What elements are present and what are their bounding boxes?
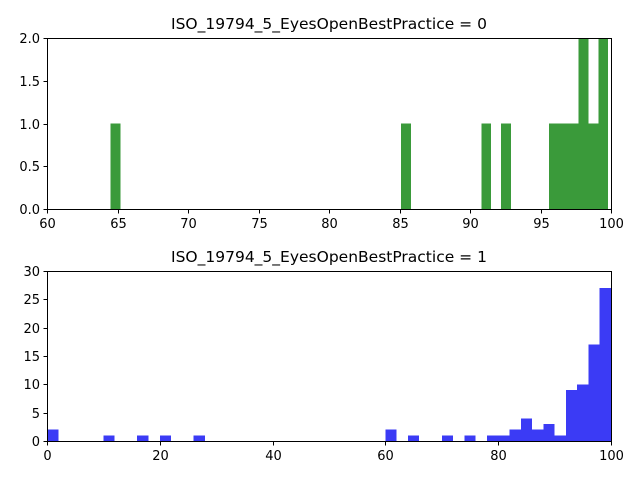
histogram-bar bbox=[599, 288, 611, 441]
x-tick-label: 85 bbox=[392, 217, 409, 232]
y-tick-label: 1.5 bbox=[19, 75, 40, 90]
histogram-bar bbox=[464, 435, 476, 441]
y-tick-label: 20 bbox=[23, 322, 40, 337]
histogram-bar bbox=[565, 390, 578, 441]
y-tick-label: 5 bbox=[32, 407, 40, 422]
histogram-bar bbox=[554, 435, 566, 441]
histogram-bar bbox=[578, 38, 589, 209]
histogram-bar bbox=[598, 38, 609, 209]
y-tick-label: 0.0 bbox=[19, 203, 40, 218]
histogram-bar bbox=[193, 435, 205, 441]
histogram-bar bbox=[568, 123, 579, 209]
histogram-bar bbox=[47, 429, 59, 441]
x-tick-label: 60 bbox=[377, 449, 394, 464]
histogram-bar bbox=[520, 418, 533, 441]
x-tick-label: 20 bbox=[152, 449, 169, 464]
y-tick-label: 25 bbox=[23, 293, 40, 308]
histogram-bar bbox=[498, 435, 510, 441]
histogram-bar bbox=[110, 123, 121, 209]
histogram-bar bbox=[532, 429, 544, 441]
x-tick-label: 0 bbox=[43, 449, 51, 464]
histogram-bar bbox=[159, 435, 172, 441]
histogram-panel-eyes-open-1: ISO_19794_5_EyesOpenBestPractice = 1 0 20… bbox=[23, 248, 623, 464]
x-tick-label: 75 bbox=[251, 217, 268, 232]
y-tick-label: 2.0 bbox=[19, 32, 40, 47]
x-tick-label: 60 bbox=[39, 217, 56, 232]
chart-title: ISO_19794_5_EyesOpenBestPractice = 1 bbox=[171, 248, 487, 267]
x-tick-label: 100 bbox=[599, 217, 624, 232]
histogram-bar bbox=[548, 123, 559, 209]
histogram-bar bbox=[407, 435, 420, 441]
histogram-bar bbox=[509, 429, 521, 441]
y-tick-label: 0.5 bbox=[19, 160, 40, 175]
histogram-bar bbox=[486, 435, 499, 441]
histogram-panel-eyes-open-0: ISO_19794_5_EyesOpenBestPractice = 0 60 6… bbox=[19, 15, 624, 232]
chart-title: ISO_19794_5_EyesOpenBestPractice = 0 bbox=[171, 15, 487, 34]
y-tick-label: 15 bbox=[23, 350, 40, 365]
y-tick-label: 30 bbox=[23, 265, 40, 280]
x-tick-label: 40 bbox=[265, 449, 282, 464]
histogram-bar bbox=[588, 123, 599, 209]
x-tick-label: 90 bbox=[462, 217, 479, 232]
histogram-bar bbox=[543, 424, 555, 441]
y-tick-label: 0 bbox=[32, 435, 40, 450]
x-tick-label: 70 bbox=[180, 217, 197, 232]
x-tick-label: 80 bbox=[321, 217, 338, 232]
y-tick-label: 10 bbox=[23, 378, 40, 393]
y-tick-label: 1.0 bbox=[19, 118, 40, 133]
x-tick-label: 65 bbox=[110, 217, 127, 232]
histogram-bar bbox=[481, 123, 492, 209]
histogram-bar bbox=[501, 123, 511, 209]
histogram-bar bbox=[385, 429, 397, 441]
x-tick-label: 95 bbox=[533, 217, 550, 232]
histogram-bar bbox=[558, 123, 569, 209]
histogram-bar bbox=[103, 435, 115, 441]
histogram-bar bbox=[588, 344, 600, 441]
histogram-bar bbox=[441, 435, 454, 441]
histogram-bar bbox=[400, 123, 411, 209]
histogram-bar bbox=[137, 435, 149, 441]
x-tick-label: 80 bbox=[490, 449, 507, 464]
x-tick-label: 100 bbox=[599, 449, 624, 464]
histogram-bar bbox=[577, 384, 589, 441]
